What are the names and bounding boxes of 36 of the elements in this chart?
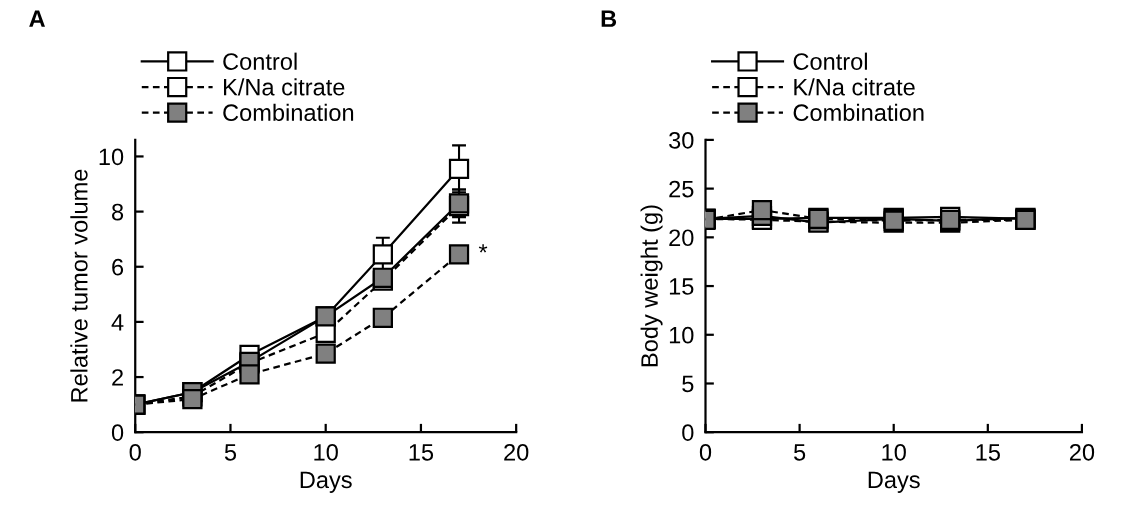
y-axis-title: Body weight (g) xyxy=(640,205,663,367)
x-tick-label: 0 xyxy=(699,443,712,461)
x-axis-title: Days xyxy=(868,471,920,493)
legend-label: K/Na citrate xyxy=(794,78,915,96)
y-tick-label: 30 xyxy=(669,131,694,149)
x-tick-label: 20 xyxy=(1069,443,1095,461)
annotation: * xyxy=(478,244,488,253)
legend-label: Combination xyxy=(793,103,924,122)
x-tick-label: 10 xyxy=(314,443,338,461)
y-tick-label: 0 xyxy=(682,424,694,441)
x-tick-label: 5 xyxy=(793,444,806,461)
legend-label: Control xyxy=(223,52,297,70)
y-tick-label: 2 xyxy=(112,369,123,386)
chart-title: B xyxy=(601,10,617,27)
y-tick-label: 0 xyxy=(111,424,124,441)
x-tick-label: 20 xyxy=(504,443,529,461)
y-tick-label: 4 xyxy=(111,314,124,331)
x-tick-label: 5 xyxy=(224,444,237,461)
legend-label: K/Na citrate xyxy=(224,78,345,96)
y-tick-label: 25 xyxy=(669,180,694,198)
y-tick-label: 20 xyxy=(669,229,694,247)
y-tick-label: 8 xyxy=(112,203,124,221)
x-axis-title: Days xyxy=(300,471,352,493)
y-axis-title: Relative tumor volume xyxy=(70,169,88,402)
x-tick-label: 0 xyxy=(129,443,141,461)
x-tick-label: 10 xyxy=(882,443,906,461)
y-tick-label: 6 xyxy=(112,258,124,276)
y-tick-label: 15 xyxy=(669,278,694,295)
y-tick-label: 5 xyxy=(682,375,694,393)
y-tick-label: 10 xyxy=(669,326,694,344)
x-tick-label: 15 xyxy=(976,444,1000,461)
x-tick-label: 15 xyxy=(409,444,434,461)
legend-label: Combination xyxy=(223,103,354,122)
chart-title: A xyxy=(29,10,46,27)
y-tick-label: 10 xyxy=(99,148,124,166)
legend-label: Control xyxy=(793,52,867,70)
